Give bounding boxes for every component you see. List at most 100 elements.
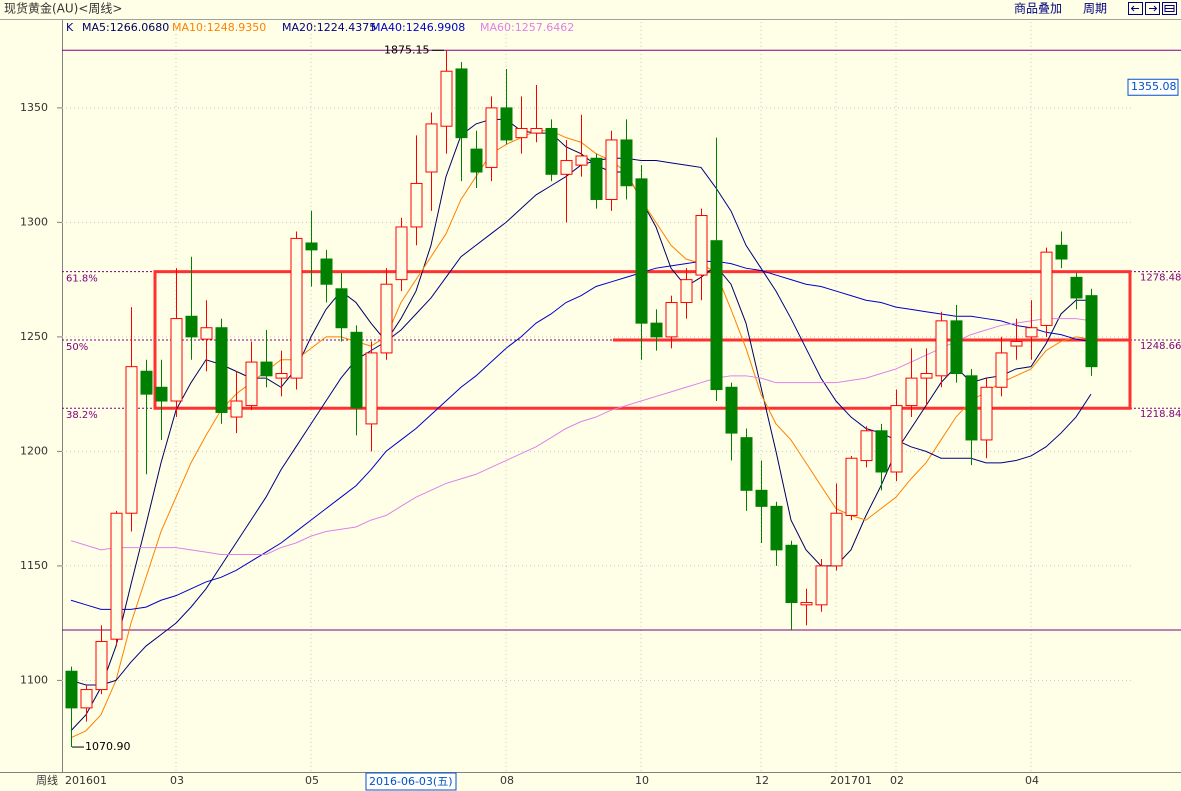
candle-body	[365, 352, 378, 425]
x-tick-label: 10	[635, 774, 649, 787]
candle	[215, 318, 228, 424]
candle-body	[320, 258, 333, 285]
candle-body	[185, 315, 198, 338]
candle-body	[680, 279, 693, 304]
candle	[635, 165, 648, 360]
x-tick-label: 03	[170, 774, 184, 787]
candle	[560, 139, 573, 223]
ma-line	[70, 260, 1092, 610]
candle	[140, 359, 153, 475]
candle-body	[65, 670, 78, 709]
x-tick-label: 201601	[65, 774, 107, 787]
legend-entry: MA10:1248.9350	[172, 21, 266, 34]
candle-body	[905, 377, 918, 407]
candle	[650, 309, 663, 351]
candle	[920, 348, 933, 406]
candle	[575, 114, 588, 177]
cursor-date-box	[365, 772, 457, 791]
candle	[845, 455, 858, 521]
candle	[965, 368, 978, 466]
candle	[785, 540, 798, 631]
candle-body	[425, 123, 438, 173]
candle-body	[665, 302, 678, 338]
candle	[260, 330, 273, 388]
fib-label: 50%	[66, 342, 88, 353]
candle-body	[695, 215, 708, 276]
candle-body	[875, 430, 888, 473]
candle	[1010, 318, 1023, 360]
candle	[755, 460, 768, 543]
candle-body	[770, 505, 783, 551]
candle-body	[740, 437, 753, 491]
candle	[170, 268, 183, 418]
candle-body	[1070, 276, 1083, 299]
candle	[365, 341, 378, 452]
candle-body	[500, 107, 513, 141]
candle-body	[710, 240, 723, 391]
candle	[155, 359, 168, 440]
indicator-label: K	[66, 21, 74, 34]
candle	[950, 304, 963, 383]
candle	[350, 325, 363, 436]
candle-body	[1085, 295, 1098, 368]
candle	[485, 96, 498, 182]
candle	[800, 588, 813, 626]
candle-body	[275, 373, 288, 379]
candle	[125, 307, 138, 532]
candle-body	[980, 386, 993, 441]
candle	[410, 135, 423, 246]
candle	[320, 249, 333, 303]
candle	[1070, 272, 1083, 310]
candle	[1055, 231, 1068, 269]
candle-body	[200, 327, 213, 340]
candle-body	[515, 127, 528, 139]
candle-body	[95, 640, 108, 691]
candle	[710, 137, 723, 402]
candle-body	[335, 288, 348, 329]
x-tick-label: 08	[500, 774, 514, 787]
fib-label: 61.8%	[66, 274, 98, 285]
candle-body	[395, 226, 408, 281]
candle-body	[110, 512, 123, 640]
y-tick-label: 1100	[20, 673, 48, 686]
candle-body	[800, 602, 813, 606]
legend-entry: MA5:1266.0680	[82, 21, 169, 34]
candle-body	[170, 318, 183, 402]
overlay-button[interactable]: 商品叠加	[1014, 1, 1062, 16]
x-tick-label: 12	[755, 774, 769, 787]
candle-body	[155, 386, 168, 402]
candle	[440, 50, 453, 154]
candle	[470, 130, 483, 189]
candle-body	[455, 68, 468, 139]
y-tick-label: 1300	[20, 215, 48, 228]
cursor-price: 1355.08	[1131, 80, 1177, 93]
candle-body	[845, 457, 858, 517]
candle-body	[830, 512, 843, 567]
candle-body	[1040, 251, 1053, 326]
legend-entry: MA20:1224.4375	[282, 21, 376, 34]
candle-body	[725, 386, 738, 434]
x-axis-label: 周线	[36, 773, 58, 787]
candle	[335, 272, 348, 342]
candle	[275, 350, 288, 397]
candle	[395, 217, 408, 292]
candle	[290, 231, 303, 390]
candle	[230, 371, 243, 434]
y-tick-label: 1200	[20, 444, 48, 457]
candle-body	[530, 127, 543, 134]
candle-body	[545, 127, 558, 175]
nav-icons[interactable]	[1128, 2, 1177, 15]
candle-body	[575, 155, 588, 166]
cursor-date: 2016-06-03(五)	[369, 775, 453, 788]
period-button[interactable]: 周期	[1083, 2, 1107, 16]
candle	[455, 62, 468, 182]
candle	[80, 684, 93, 722]
candle	[95, 625, 108, 695]
candle	[935, 311, 948, 388]
x-tick-label: 201701	[830, 774, 872, 787]
candle-body	[1010, 340, 1023, 347]
candle-body	[140, 370, 153, 395]
candle	[890, 389, 903, 482]
